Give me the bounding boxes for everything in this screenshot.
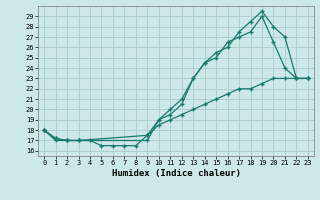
X-axis label: Humidex (Indice chaleur): Humidex (Indice chaleur) bbox=[111, 169, 241, 178]
